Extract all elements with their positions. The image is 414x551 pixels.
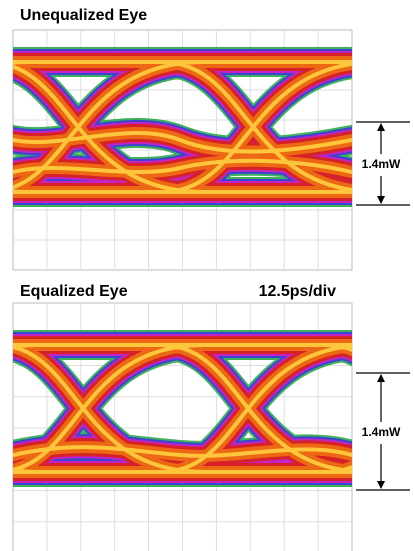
bottom-amplitude-label: 1.4mW <box>362 425 401 439</box>
top-title: Unequalized Eye <box>20 7 147 24</box>
timebase-label: 12.5ps/div <box>259 283 336 300</box>
eye-diagram-figure: Unequalized Eye 1.4mW Equalized Eye 12.5… <box>0 0 414 551</box>
bottom-title: Equalized Eye <box>20 283 128 300</box>
top-amplitude-label: 1.4mW <box>362 157 401 171</box>
